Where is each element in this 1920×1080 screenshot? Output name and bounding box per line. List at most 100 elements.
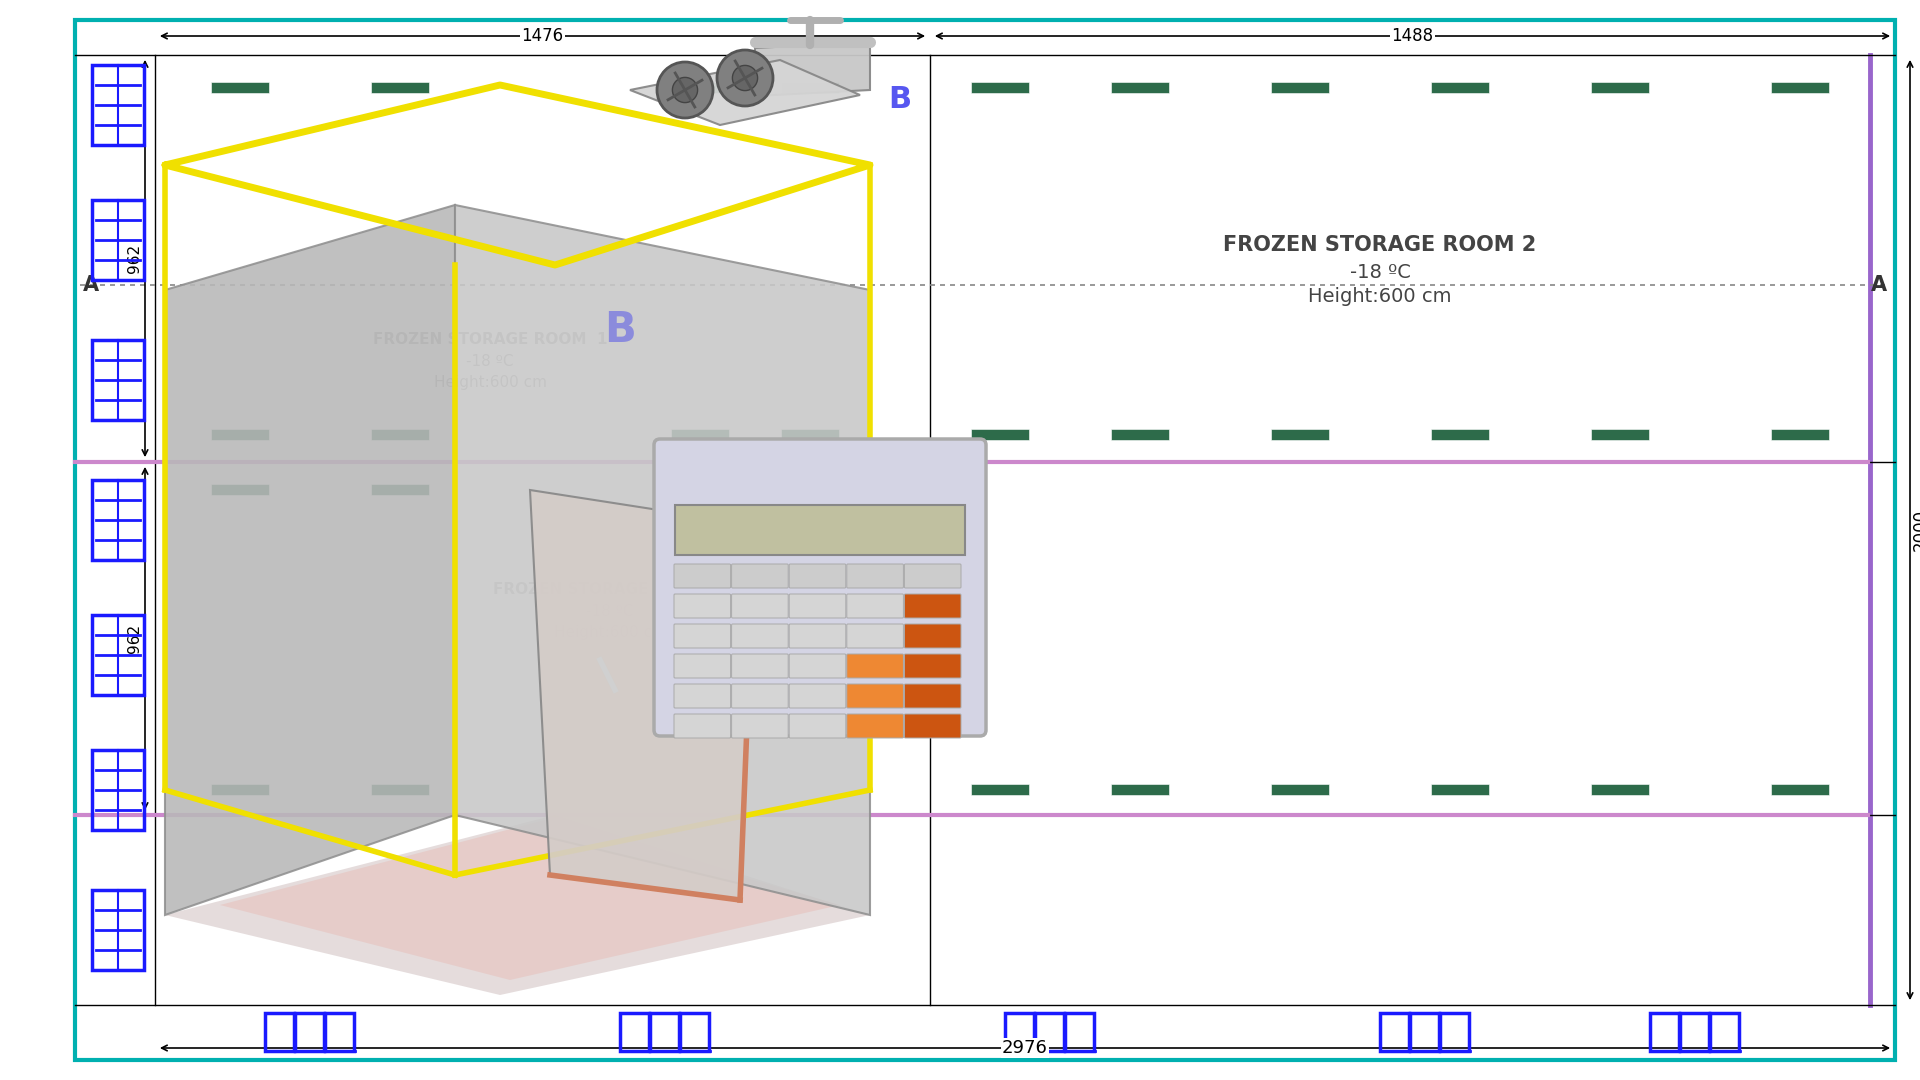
Bar xyxy=(1430,784,1490,795)
FancyBboxPatch shape xyxy=(732,714,789,738)
Bar xyxy=(781,429,839,440)
Polygon shape xyxy=(221,820,841,980)
Circle shape xyxy=(732,66,758,91)
Bar xyxy=(92,200,144,280)
Bar xyxy=(1271,784,1329,795)
FancyBboxPatch shape xyxy=(904,684,962,708)
FancyBboxPatch shape xyxy=(789,714,847,738)
Bar xyxy=(781,82,839,93)
FancyBboxPatch shape xyxy=(655,438,987,735)
Text: 2976: 2976 xyxy=(1002,1039,1048,1057)
FancyBboxPatch shape xyxy=(847,624,904,648)
Bar xyxy=(92,480,144,561)
Text: -18 ºC: -18 ºC xyxy=(1350,264,1411,283)
Text: B: B xyxy=(605,309,636,351)
FancyBboxPatch shape xyxy=(674,564,732,588)
Polygon shape xyxy=(755,42,870,96)
Bar xyxy=(371,484,428,495)
Text: -18 ºC: -18 ºC xyxy=(467,354,515,369)
Text: A: A xyxy=(1870,275,1887,295)
Bar xyxy=(1035,1013,1064,1051)
Text: Height:600 cm: Height:600 cm xyxy=(1308,287,1452,307)
Bar xyxy=(1430,429,1490,440)
FancyBboxPatch shape xyxy=(904,624,962,648)
Bar xyxy=(1770,429,1830,440)
Bar xyxy=(92,340,144,420)
FancyBboxPatch shape xyxy=(847,654,904,678)
FancyBboxPatch shape xyxy=(789,654,847,678)
Bar xyxy=(1592,429,1649,440)
Bar xyxy=(371,82,428,93)
Bar xyxy=(1770,82,1830,93)
FancyBboxPatch shape xyxy=(847,594,904,618)
Text: FROZEN STORAGE ROOM  3: FROZEN STORAGE ROOM 3 xyxy=(493,582,728,597)
Bar xyxy=(1680,1013,1709,1051)
FancyBboxPatch shape xyxy=(789,624,847,648)
Text: 2000: 2000 xyxy=(1912,509,1920,551)
Bar xyxy=(92,750,144,831)
Bar xyxy=(670,82,730,93)
Bar xyxy=(680,1013,708,1051)
Bar xyxy=(651,1013,680,1051)
Text: FROZEN STORAGE ROOM 2: FROZEN STORAGE ROOM 2 xyxy=(1223,235,1536,255)
Bar xyxy=(972,784,1029,795)
Bar xyxy=(1592,784,1649,795)
FancyBboxPatch shape xyxy=(732,594,789,618)
Bar xyxy=(92,65,144,145)
Bar xyxy=(972,82,1029,93)
FancyBboxPatch shape xyxy=(904,594,962,618)
Bar xyxy=(1770,784,1830,795)
Bar xyxy=(1271,82,1329,93)
FancyBboxPatch shape xyxy=(674,654,732,678)
Bar xyxy=(1066,1013,1094,1051)
Polygon shape xyxy=(530,490,755,900)
FancyBboxPatch shape xyxy=(674,714,732,738)
FancyBboxPatch shape xyxy=(904,654,962,678)
Bar xyxy=(1112,784,1169,795)
Bar xyxy=(670,429,730,440)
Bar xyxy=(1004,1013,1035,1051)
FancyBboxPatch shape xyxy=(674,624,732,648)
FancyBboxPatch shape xyxy=(789,594,847,618)
Text: A: A xyxy=(83,275,100,295)
Bar xyxy=(1440,1013,1469,1051)
FancyBboxPatch shape xyxy=(789,564,847,588)
Polygon shape xyxy=(165,815,870,995)
Text: 962: 962 xyxy=(127,623,142,652)
Bar xyxy=(92,615,144,696)
Bar xyxy=(1271,429,1329,440)
FancyBboxPatch shape xyxy=(732,564,789,588)
Bar xyxy=(972,429,1029,440)
Text: -18 ºC: -18 ºC xyxy=(586,605,634,620)
Text: FROZEN STORAGE ROOM  1: FROZEN STORAGE ROOM 1 xyxy=(372,333,607,348)
Bar xyxy=(371,429,428,440)
Circle shape xyxy=(657,62,712,118)
Bar xyxy=(324,1013,353,1051)
Text: 1488: 1488 xyxy=(1392,27,1434,45)
Bar xyxy=(1430,82,1490,93)
Bar xyxy=(1409,1013,1438,1051)
FancyBboxPatch shape xyxy=(732,684,789,708)
Bar xyxy=(1112,82,1169,93)
Bar xyxy=(1711,1013,1740,1051)
Bar xyxy=(1380,1013,1409,1051)
Bar xyxy=(371,784,428,795)
Polygon shape xyxy=(630,60,860,125)
Bar xyxy=(676,505,966,555)
FancyBboxPatch shape xyxy=(789,684,847,708)
Bar xyxy=(211,484,269,495)
FancyBboxPatch shape xyxy=(674,594,732,618)
FancyBboxPatch shape xyxy=(847,684,904,708)
Bar xyxy=(211,429,269,440)
FancyBboxPatch shape xyxy=(847,714,904,738)
FancyBboxPatch shape xyxy=(847,564,904,588)
Text: B: B xyxy=(889,85,912,114)
Bar xyxy=(211,82,269,93)
FancyBboxPatch shape xyxy=(904,564,962,588)
Polygon shape xyxy=(165,205,455,915)
Bar xyxy=(620,1013,649,1051)
Bar xyxy=(296,1013,324,1051)
FancyBboxPatch shape xyxy=(732,624,789,648)
Text: 1476: 1476 xyxy=(522,27,564,45)
FancyBboxPatch shape xyxy=(674,684,732,708)
